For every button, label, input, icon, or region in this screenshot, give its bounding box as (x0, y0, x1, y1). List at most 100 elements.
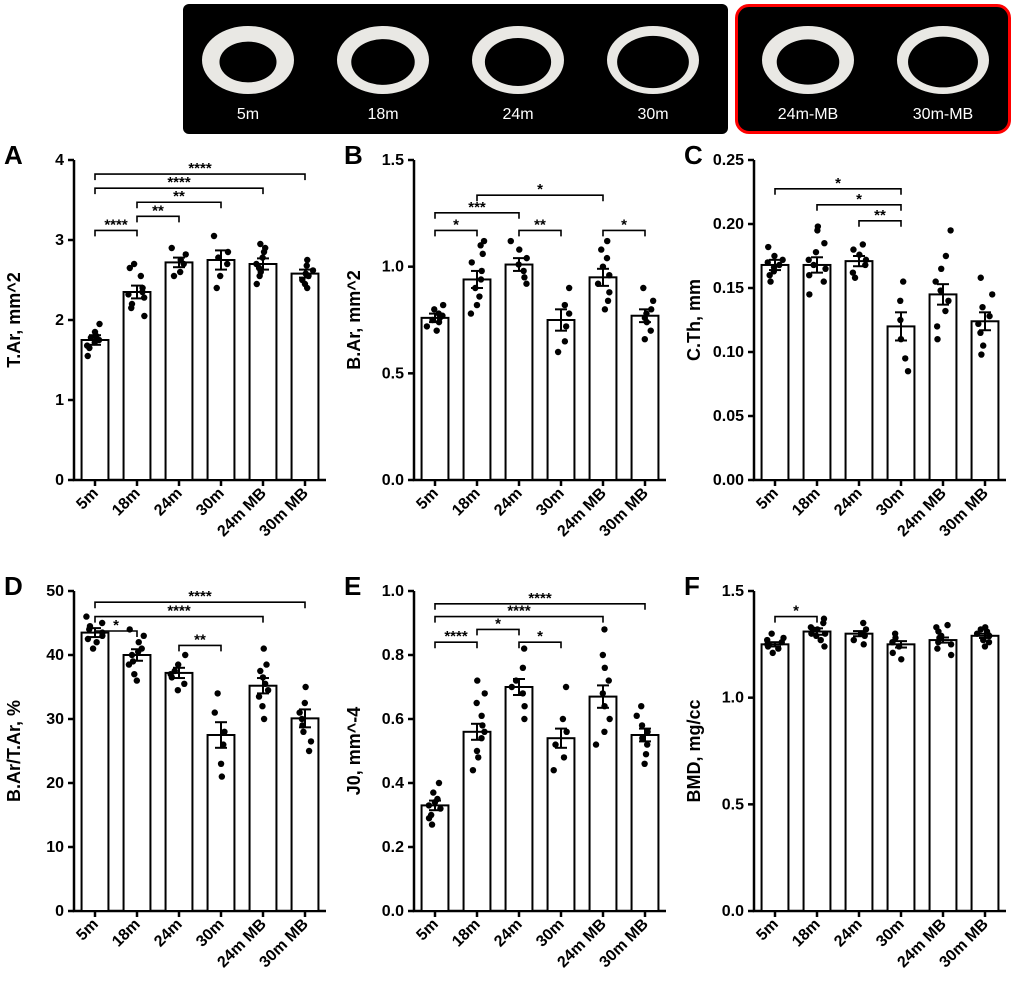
data-point (434, 796, 440, 802)
data-point (639, 735, 645, 741)
data-point (601, 703, 607, 709)
bar (82, 633, 109, 911)
data-point (821, 616, 827, 622)
data-point (475, 754, 481, 760)
data-point (303, 270, 309, 276)
bar (292, 274, 319, 480)
panel-letter: C (684, 140, 703, 171)
data-point (169, 245, 175, 251)
data-point (85, 353, 91, 359)
data-point (551, 767, 557, 773)
panel-letter: A (4, 140, 23, 171)
svg-text:30m: 30m (533, 485, 568, 520)
panel-C: 0.000.050.100.150.200.25C.Th, mm5m18m24m… (680, 140, 1020, 570)
data-point (563, 323, 569, 329)
data-point (560, 716, 566, 722)
ct-image-strip: 5m18m24m30m24m-MB30m-MB (183, 4, 1013, 134)
svg-text:1.0: 1.0 (722, 690, 744, 707)
bar (250, 264, 277, 480)
data-point (520, 268, 526, 274)
data-point (650, 298, 656, 304)
svg-text:0.5: 0.5 (722, 796, 744, 813)
data-point (472, 285, 478, 291)
data-point (606, 716, 612, 722)
data-point (474, 748, 480, 754)
ct-ring-label: 24m (458, 106, 578, 124)
bar (166, 673, 193, 911)
sig-label: **** (167, 174, 191, 191)
data-point (299, 716, 305, 722)
bar (464, 279, 491, 480)
data-point (605, 298, 611, 304)
data-point (263, 661, 269, 667)
sig-label: **** (188, 588, 212, 605)
data-point (821, 278, 827, 284)
panel-E: 0.00.20.40.60.81.0J0, mm^-45m18m24m30m24… (340, 571, 680, 1001)
bar (124, 292, 151, 480)
svg-text:B.Ar, mm^2: B.Ar, mm^2 (344, 270, 364, 370)
data-point (562, 302, 568, 308)
ct-ring-label: 18m (323, 106, 443, 124)
bar (972, 636, 999, 911)
data-point (171, 273, 177, 279)
data-point (83, 613, 89, 619)
panel-letter: B (344, 140, 363, 171)
data-point (474, 302, 480, 308)
sig-label: * (113, 617, 119, 634)
svg-text:5m: 5m (753, 916, 781, 944)
data-point (431, 306, 437, 312)
data-point (634, 713, 640, 719)
data-point (768, 630, 774, 636)
ct-ring-18m (333, 20, 433, 100)
bar (548, 738, 575, 911)
data-point (606, 677, 612, 683)
data-point (604, 255, 610, 261)
data-point (602, 665, 608, 671)
data-point (141, 633, 147, 639)
svg-text:5m: 5m (413, 485, 441, 513)
data-point (815, 223, 821, 229)
svg-text:0: 0 (55, 903, 64, 920)
data-point (948, 641, 954, 647)
svg-text:0.20: 0.20 (713, 216, 744, 233)
bar (888, 326, 915, 480)
ct-ring-24m-MB (758, 20, 858, 100)
data-point (934, 336, 940, 342)
chart-svg: 0.00.51.01.5BMD, mg/cc5m18m24m30m24m MB3… (680, 571, 1020, 1001)
data-point (220, 741, 226, 747)
data-point (426, 802, 432, 808)
data-point (989, 291, 995, 297)
svg-text:2: 2 (55, 312, 64, 329)
data-point (860, 241, 866, 247)
sig-label: **** (188, 160, 212, 177)
sig-label: * (453, 216, 459, 233)
data-point (765, 259, 771, 265)
data-point (898, 656, 904, 662)
bar (422, 318, 449, 480)
data-point (513, 677, 519, 683)
data-point (813, 249, 819, 255)
data-point (219, 773, 225, 779)
svg-text:0.8: 0.8 (382, 647, 404, 664)
data-point (775, 645, 781, 651)
bar (166, 262, 193, 480)
data-point (430, 789, 436, 795)
data-point (948, 652, 954, 658)
data-point (644, 729, 650, 735)
data-point (600, 263, 606, 269)
data-point (478, 735, 484, 741)
sig-label: ** (874, 207, 886, 224)
data-point (932, 278, 938, 284)
data-point (980, 637, 986, 643)
data-point (84, 342, 90, 348)
data-point (566, 310, 572, 316)
data-point (986, 313, 992, 319)
data-point (215, 254, 221, 260)
svg-text:T.Ar, mm^2: T.Ar, mm^2 (4, 272, 24, 368)
panel-F: 0.00.51.01.5BMD, mg/cc5m18m24m30m24m MB3… (680, 571, 1020, 1001)
svg-text:5m: 5m (753, 485, 781, 513)
data-point (221, 729, 227, 735)
svg-text:50: 50 (46, 583, 64, 600)
data-point (482, 690, 488, 696)
svg-text:24m: 24m (491, 916, 526, 951)
